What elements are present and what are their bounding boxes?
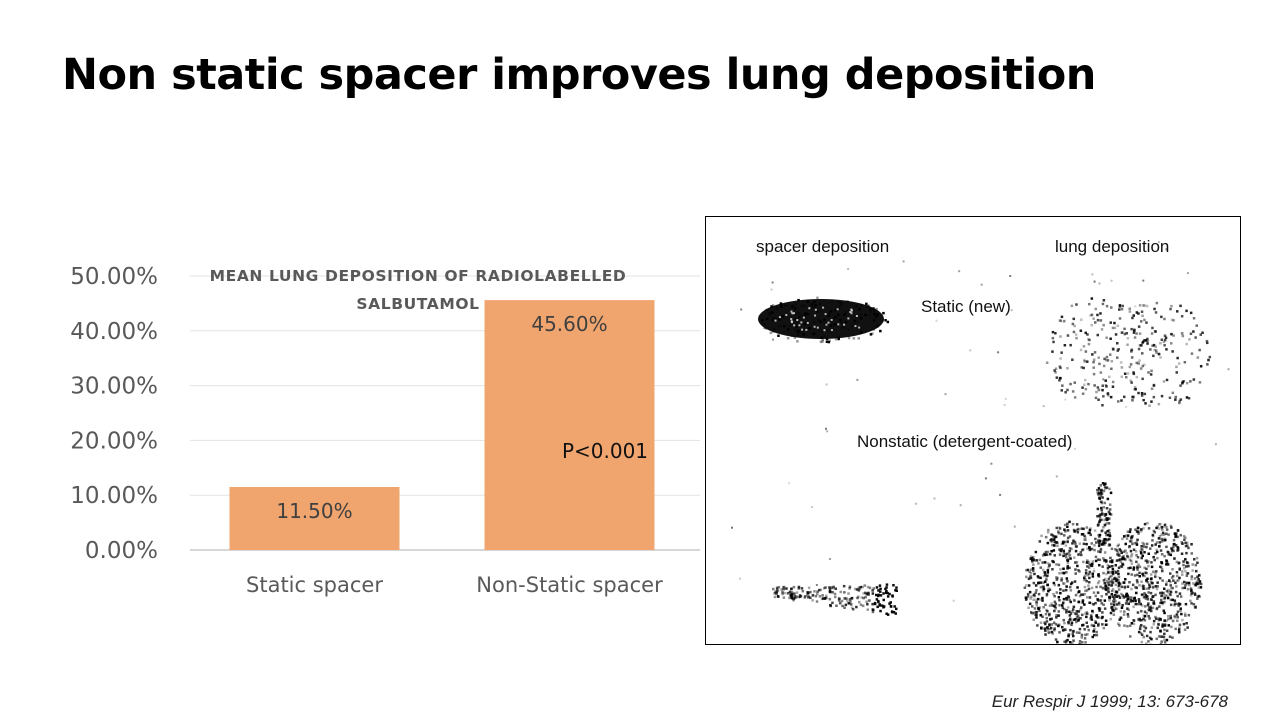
y-tick-label: 30.00% xyxy=(70,374,158,400)
static-lung-scan xyxy=(1045,297,1212,407)
nonstatic-lung-scan xyxy=(1023,482,1203,644)
chart-title: MEAN LUNG DEPOSITION OF RADIOLABELLED SA… xyxy=(209,267,627,313)
data-label: 11.50% xyxy=(276,499,352,523)
data-label: 45.60% xyxy=(531,312,607,336)
label-nonstatic: Nonstatic (detergent-coated) xyxy=(857,432,1073,451)
slide-title: Non static spacer improves lung depositi… xyxy=(62,50,1096,100)
y-tick-label: 50.00% xyxy=(70,264,158,290)
bar xyxy=(484,300,655,550)
label-spacer-deposition: spacer deposition xyxy=(756,237,890,256)
y-tick-label: 0.00% xyxy=(85,538,158,564)
citation: Eur Respir J 1999; 13: 673-678 xyxy=(991,692,1228,711)
scintigraphy-image-panel: spacer deposition lung deposition Static… xyxy=(705,216,1241,645)
static-spacer-scan xyxy=(758,296,890,344)
y-tick-label: 10.00% xyxy=(70,483,158,509)
label-lung-deposition: lung deposition xyxy=(1055,237,1170,256)
nonstatic-spacer-scan xyxy=(772,583,898,616)
bar xyxy=(229,486,400,550)
p-value-annotation: P<0.001 xyxy=(562,439,648,463)
scintigraphy-scans xyxy=(731,241,1230,644)
label-static-new: Static (new) xyxy=(921,297,1011,316)
y-tick-label: 40.00% xyxy=(70,319,158,345)
x-tick-label: Static spacer xyxy=(246,573,383,597)
bar-chart: 0.00% 10.00% 20.00% 30.00% 40.00% 50.00% 11.50… xyxy=(70,264,700,597)
y-tick-label: 20.00% xyxy=(70,428,158,454)
x-tick-label: Non-Static spacer xyxy=(476,573,663,597)
background-noise xyxy=(731,241,1230,602)
